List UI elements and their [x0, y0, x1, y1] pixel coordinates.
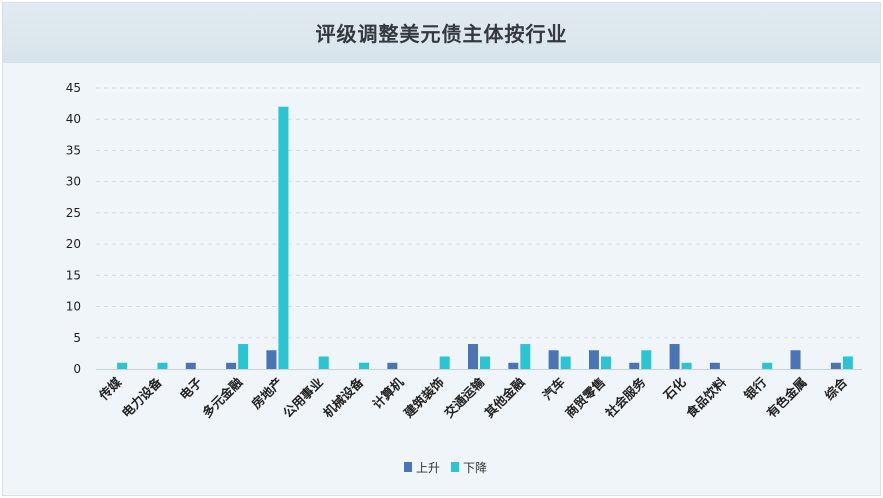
- bar-down[interactable]: [278, 106, 289, 369]
- bar-down[interactable]: [238, 344, 249, 369]
- bar-up[interactable]: [709, 362, 720, 369]
- bar-down[interactable]: [359, 362, 370, 369]
- x-tick-label: 其他金融: [481, 374, 527, 420]
- x-tick-label: 食品饮料: [682, 374, 729, 421]
- bar-up[interactable]: [468, 344, 478, 369]
- x-tick-label: 石化: [660, 374, 689, 403]
- bar-down[interactable]: [480, 356, 490, 369]
- x-tick-label: 多元金融: [199, 374, 245, 420]
- bar-down[interactable]: [157, 362, 168, 369]
- x-tick-label: 有色金属: [764, 375, 810, 421]
- bar-down[interactable]: [318, 356, 329, 369]
- x-tick-label: 银行: [741, 374, 770, 403]
- y-tick-label: 10: [66, 300, 81, 314]
- bar-down[interactable]: [641, 350, 652, 369]
- x-tick-label: 计算机: [369, 374, 406, 411]
- bar-up[interactable]: [387, 362, 398, 369]
- x-tick-label: 建筑装饰: [401, 374, 447, 420]
- bar-down[interactable]: [842, 356, 853, 369]
- y-tick-label: 5: [73, 331, 81, 345]
- bar-up[interactable]: [830, 362, 841, 369]
- x-tick-label: 房地产: [248, 375, 285, 412]
- y-tick-label: 35: [66, 143, 81, 157]
- y-tick-label: 30: [66, 175, 81, 189]
- x-tick-label: 汽车: [539, 374, 568, 403]
- y-tick-label: 40: [66, 112, 81, 126]
- x-tick-label: 电力设备: [119, 374, 165, 420]
- legend[interactable]: 上升 下降: [404, 461, 487, 475]
- bar-up[interactable]: [548, 350, 559, 369]
- y-tick-label: 25: [66, 206, 81, 220]
- x-tick-label: 综合: [822, 374, 851, 403]
- bar-down[interactable]: [681, 362, 692, 369]
- bar-up[interactable]: [185, 362, 196, 369]
- bars: [117, 106, 853, 369]
- bar-down[interactable]: [520, 344, 531, 369]
- y-tick-label: 45: [66, 81, 81, 95]
- y-tick-label: 20: [66, 237, 81, 251]
- legend-swatch: [451, 462, 459, 472]
- bar-down[interactable]: [600, 356, 611, 369]
- bar-down[interactable]: [560, 356, 571, 369]
- x-tick-label: 电子: [177, 374, 206, 403]
- legend-label[interactable]: 上升: [416, 461, 440, 475]
- x-tick-label: 机械设备: [320, 374, 366, 420]
- x-tick-label: 商贸零售: [562, 375, 608, 421]
- legend-swatch: [404, 462, 412, 472]
- gridlines: [96, 87, 862, 339]
- legend-label[interactable]: 下降: [463, 461, 487, 475]
- bar-up[interactable]: [508, 362, 519, 369]
- bar-up[interactable]: [669, 344, 680, 369]
- title-bar: 评级调整美元债主体按行业: [3, 3, 880, 63]
- bar-down[interactable]: [117, 362, 128, 369]
- y-axis: 0 5 10 15 20 25 30 35 40 45: [66, 81, 81, 376]
- bar-up[interactable]: [226, 362, 237, 369]
- bar-up[interactable]: [588, 350, 599, 369]
- x-tick-label: 公用事业: [280, 374, 326, 420]
- bar-up[interactable]: [266, 350, 277, 369]
- x-tick-label: 交通运输: [441, 374, 487, 420]
- chart-title: 评级调整美元债主体按行业: [315, 22, 568, 46]
- y-tick-label: 0: [73, 362, 81, 376]
- bar-up[interactable]: [790, 350, 801, 369]
- bar-up[interactable]: [629, 362, 640, 369]
- y-tick-label: 15: [66, 268, 81, 282]
- x-tick-label: 社会服务: [602, 374, 649, 421]
- x-tick-label: 传媒: [95, 374, 124, 403]
- bar-down[interactable]: [762, 362, 773, 369]
- bar-down[interactable]: [439, 356, 450, 369]
